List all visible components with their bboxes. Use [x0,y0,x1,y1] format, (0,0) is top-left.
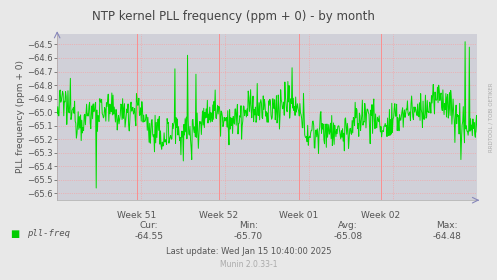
Text: Avg:: Avg: [338,221,358,230]
Text: Week 02: Week 02 [361,211,400,220]
Text: -64.48: -64.48 [433,232,462,241]
Text: Cur:: Cur: [140,221,159,230]
Text: NTP kernel PLL frequency (ppm + 0) - by month: NTP kernel PLL frequency (ppm + 0) - by … [92,10,375,23]
Text: Min:: Min: [239,221,258,230]
Text: RRDTOOL / TOBI OETIKER: RRDTOOL / TOBI OETIKER [489,83,494,152]
Text: Week 52: Week 52 [199,211,239,220]
Text: Max:: Max: [436,221,458,230]
Text: -65.08: -65.08 [333,232,362,241]
Text: Last update: Wed Jan 15 10:40:00 2025: Last update: Wed Jan 15 10:40:00 2025 [166,248,331,256]
Text: -64.55: -64.55 [135,232,164,241]
Text: -65.70: -65.70 [234,232,263,241]
Text: Week 51: Week 51 [117,211,157,220]
Y-axis label: PLL frequency (ppm + 0): PLL frequency (ppm + 0) [15,60,24,173]
Text: Week 01: Week 01 [279,211,318,220]
Text: ■: ■ [10,229,19,239]
Text: pll-freq: pll-freq [27,229,71,238]
Text: Munin 2.0.33-1: Munin 2.0.33-1 [220,260,277,269]
